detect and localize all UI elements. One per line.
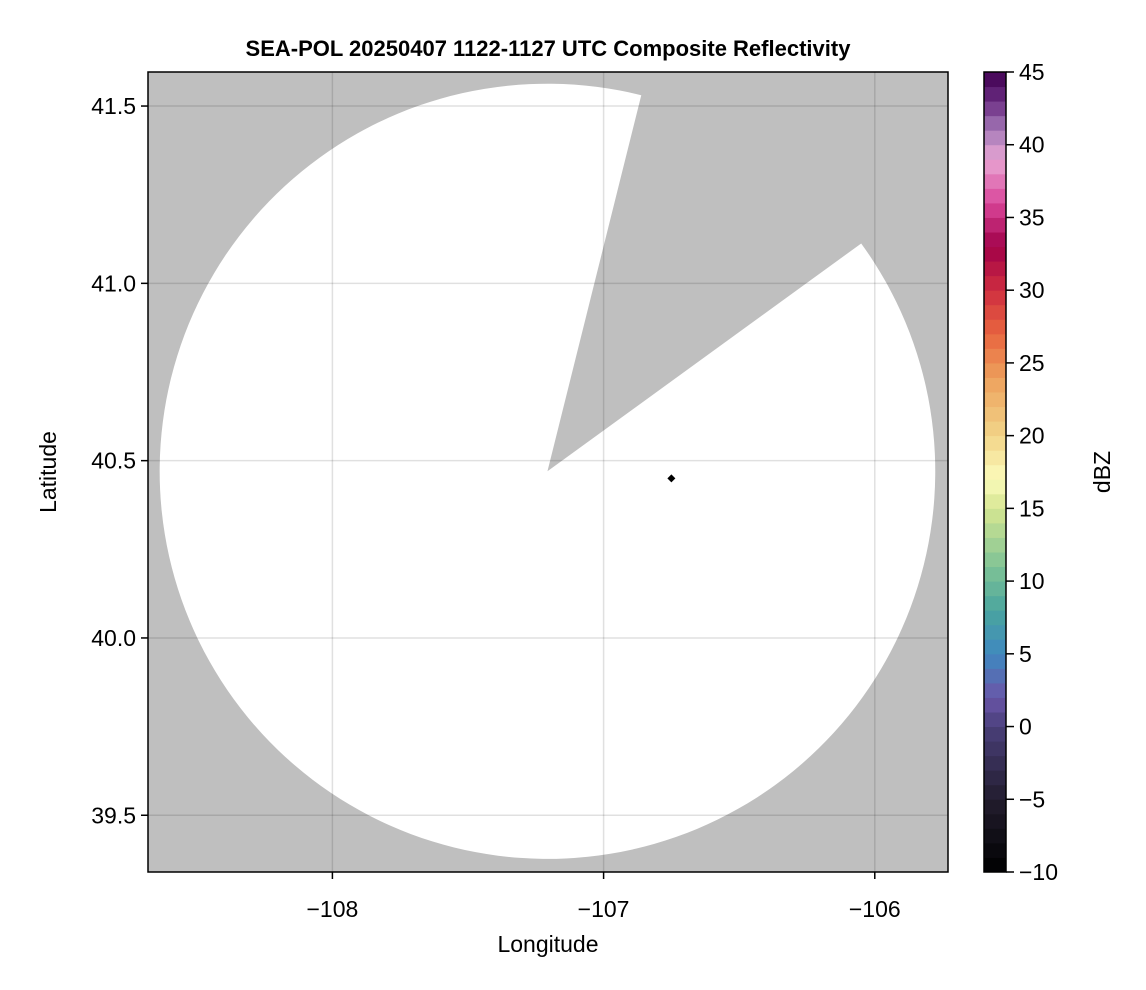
colorbar-bin bbox=[984, 421, 1006, 437]
colorbar-bin bbox=[984, 101, 1006, 117]
colorbar-frame bbox=[983, 71, 1007, 873]
colorbar-bin bbox=[984, 159, 1006, 175]
colorbar-bin bbox=[984, 290, 1006, 306]
colorbar-bin bbox=[984, 682, 1006, 698]
colorbar-bin bbox=[984, 813, 1006, 829]
x-tick-label: −106 bbox=[849, 896, 901, 922]
colorbar-tick-label: −5 bbox=[1019, 786, 1045, 812]
colorbar-bin bbox=[984, 595, 1006, 611]
colorbar-bin bbox=[984, 842, 1006, 858]
colorbar-bin bbox=[984, 726, 1006, 742]
radar-coverage-area bbox=[159, 83, 936, 859]
y-tick-label: 41.0 bbox=[91, 270, 136, 296]
colorbar-bin bbox=[984, 566, 1006, 582]
colorbar-bin bbox=[984, 144, 1006, 160]
colorbar-bin bbox=[984, 697, 1006, 713]
colorbar-tick-label: 5 bbox=[1019, 641, 1032, 667]
colorbar-bin bbox=[984, 450, 1006, 466]
colorbar-bin bbox=[984, 304, 1006, 320]
colorbar-bin bbox=[984, 392, 1006, 408]
colorbar-bin bbox=[984, 741, 1006, 757]
colorbar-tick-label: 10 bbox=[1019, 568, 1045, 594]
colorbar-bin bbox=[984, 552, 1006, 568]
colorbar-bin bbox=[984, 261, 1006, 277]
colorbar-bin bbox=[984, 508, 1006, 524]
colorbar-bin bbox=[984, 653, 1006, 669]
colorbar-bin bbox=[984, 581, 1006, 597]
radar-site-marker bbox=[667, 474, 676, 483]
colorbar-bin bbox=[984, 362, 1006, 378]
colorbar-label: dBZ bbox=[1089, 451, 1115, 493]
colorbar-tick-label: 30 bbox=[1019, 277, 1045, 303]
y-tick-label: 40.5 bbox=[91, 448, 136, 474]
y-tick-label: 40.0 bbox=[91, 625, 136, 651]
colorbar-bin bbox=[984, 522, 1006, 538]
colorbar-bin bbox=[984, 799, 1006, 815]
colorbar-bin bbox=[984, 668, 1006, 684]
colorbar-bin bbox=[984, 130, 1006, 146]
colorbar-bin bbox=[984, 406, 1006, 422]
colorbar-bin bbox=[984, 435, 1006, 451]
colorbar-bin bbox=[984, 319, 1006, 335]
colorbar-bin bbox=[984, 377, 1006, 393]
colorbar-bin bbox=[984, 770, 1006, 786]
colorbar-tick-label: 20 bbox=[1019, 423, 1045, 449]
colorbar-bin bbox=[984, 464, 1006, 480]
plot-frame bbox=[147, 71, 949, 873]
colorbar-bin bbox=[984, 537, 1006, 553]
y-tick-label: 39.5 bbox=[91, 802, 136, 828]
colorbar-bin bbox=[984, 828, 1006, 844]
colorbar-bin bbox=[984, 348, 1006, 364]
x-tick-label: −107 bbox=[578, 896, 630, 922]
chart-title: SEA-POL 20250407 1122-1127 UTC Composite… bbox=[246, 36, 852, 61]
colorbar-bin bbox=[984, 173, 1006, 189]
y-axis-label: Latitude bbox=[35, 431, 61, 513]
colorbar-bin bbox=[984, 610, 1006, 626]
colorbar-tick-label: 45 bbox=[1019, 59, 1045, 85]
colorbar-bin bbox=[984, 712, 1006, 728]
x-axis-label: Longitude bbox=[497, 931, 598, 957]
colorbar-bin bbox=[984, 217, 1006, 233]
colorbar-bin bbox=[984, 232, 1006, 248]
colorbar-bin bbox=[984, 72, 1006, 88]
colorbar-bin bbox=[984, 275, 1006, 291]
colorbar-tick-label: 15 bbox=[1019, 495, 1045, 521]
colorbar-bin bbox=[984, 784, 1006, 800]
colorbar-bin bbox=[984, 639, 1006, 655]
colorbar-bin bbox=[984, 86, 1006, 102]
colorbar-tick-label: 35 bbox=[1019, 204, 1045, 230]
colorbar-tick-label: 0 bbox=[1019, 714, 1032, 740]
colorbar-bin bbox=[984, 115, 1006, 131]
colorbar-bin bbox=[984, 479, 1006, 495]
colorbar-bin bbox=[984, 333, 1006, 349]
colorbar-bin bbox=[984, 493, 1006, 509]
colorbar-tick-label: −10 bbox=[1019, 859, 1058, 885]
x-tick-label: −108 bbox=[307, 896, 359, 922]
y-tick-label: 41.5 bbox=[91, 93, 136, 119]
colorbar-tick-label: 25 bbox=[1019, 350, 1045, 376]
colorbar-bin bbox=[984, 755, 1006, 771]
colorbar-bin bbox=[984, 246, 1006, 262]
colorbar-bin bbox=[984, 202, 1006, 218]
colorbar-bin bbox=[984, 857, 1006, 873]
colorbar-bin bbox=[984, 624, 1006, 640]
colorbar-tick-label: 40 bbox=[1019, 132, 1045, 158]
colorbar-bin bbox=[984, 188, 1006, 204]
